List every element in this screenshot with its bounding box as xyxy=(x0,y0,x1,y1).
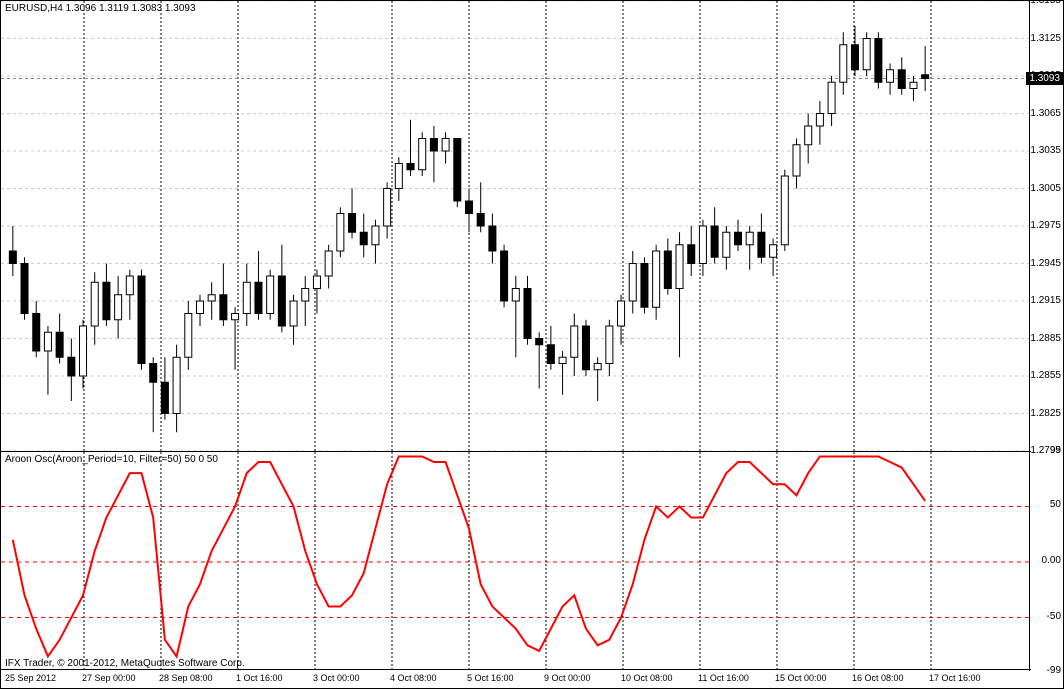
y-axis-label: 1.3155 xyxy=(1030,0,1061,6)
x-axis-label: 28 Sep 08:00 xyxy=(159,673,213,683)
price-chart-svg xyxy=(1,1,1031,451)
x-axis-label: 16 Oct 08:00 xyxy=(852,673,904,683)
indicator-y-label: -50 xyxy=(1047,611,1061,622)
indicator-header: Aroon Osc(Aroon_Period=10, Filter=50) 50… xyxy=(5,454,218,465)
chart-container: EURUSD,H4 1.3096 1.3119 1.3083 1.3093 Ar… xyxy=(0,0,1064,689)
y-axis-label: 1.2855 xyxy=(1030,370,1061,381)
x-axis-label: 17 Oct 16:00 xyxy=(929,673,981,683)
y-axis-label: 1.2885 xyxy=(1030,333,1061,344)
x-axis-label: 1 Oct 16:00 xyxy=(236,673,283,683)
indicator-panel[interactable]: Aroon Osc(Aroon_Period=10, Filter=50) 50… xyxy=(1,451,1031,671)
x-axis-label: 4 Oct 08:00 xyxy=(390,673,437,683)
x-axis-label: 25 Sep 2012 xyxy=(5,673,56,683)
x-axis-label: 5 Oct 16:00 xyxy=(467,673,514,683)
indicator-y-label: 99 xyxy=(1050,445,1061,456)
x-axis-label: 15 Oct 00:00 xyxy=(775,673,827,683)
indicator-y-label: 0.00 xyxy=(1042,555,1061,566)
y-axis-label: 1.2825 xyxy=(1030,408,1061,419)
x-axis-label: 10 Oct 08:00 xyxy=(621,673,673,683)
current-price-badge: 1.3093 xyxy=(1026,72,1063,85)
y-axis-label: 1.2945 xyxy=(1030,258,1061,269)
price-panel[interactable]: EURUSD,H4 1.3096 1.3119 1.3083 1.3093 xyxy=(1,1,1031,451)
y-axis-label: 1.3035 xyxy=(1030,145,1061,156)
y-axis-label: 1.2975 xyxy=(1030,220,1061,231)
x-axis-bottom: 25 Sep 2012 27 Sep 00:00 28 Sep 08:00 1 Oct… xyxy=(1,669,1031,688)
ohlc-label: 1.3096 1.3119 1.3083 1.3093 xyxy=(66,3,196,14)
symbol-label: EURUSD,H4 xyxy=(5,3,63,14)
x-axis-label: 27 Sep 00:00 xyxy=(82,673,136,683)
y-axis-label: 1.2915 xyxy=(1030,295,1061,306)
y-axis-right: 1.27951.28251.28551.28851.29151.29451.29… xyxy=(1029,1,1063,671)
chart-header: EURUSD,H4 1.3096 1.3119 1.3083 1.3093 xyxy=(5,3,196,14)
y-axis-label: 1.3005 xyxy=(1030,183,1061,194)
x-axis-label: 11 Oct 16:00 xyxy=(698,673,749,683)
indicator-chart-svg xyxy=(1,452,1031,672)
y-axis-label: 1.3125 xyxy=(1030,33,1061,44)
indicator-y-label: -99 xyxy=(1047,665,1061,676)
x-axis-label: 9 Oct 00:00 xyxy=(544,673,591,683)
x-axis-label: 3 Oct 00:00 xyxy=(313,673,360,683)
indicator-y-label: 50 xyxy=(1050,499,1061,510)
y-axis-label: 1.3065 xyxy=(1030,108,1061,119)
footer-copyright: IFX Trader, © 2001-2012, MetaQuotes Soft… xyxy=(5,658,245,669)
